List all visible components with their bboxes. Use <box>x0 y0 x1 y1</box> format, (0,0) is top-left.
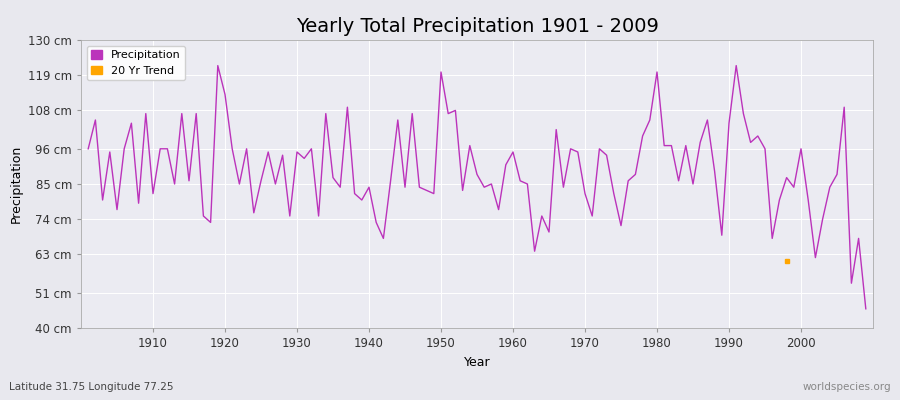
Precipitation <box>140 111 151 116</box>
Title: Yearly Total Precipitation 1901 - 2009: Yearly Total Precipitation 1901 - 2009 <box>295 17 659 36</box>
Legend: Precipitation, 20 Yr Trend: Precipitation, 20 Yr Trend <box>86 46 185 80</box>
Text: Latitude 31.75 Longitude 77.25: Latitude 31.75 Longitude 77.25 <box>9 382 174 392</box>
Y-axis label: Precipitation: Precipitation <box>9 145 22 223</box>
Precipitation <box>601 153 612 158</box>
Precipitation <box>83 146 94 151</box>
Precipitation <box>349 191 360 196</box>
Precipitation <box>306 146 317 151</box>
Line: Precipitation: Precipitation <box>88 66 866 309</box>
Precipitation <box>860 306 871 311</box>
Precipitation <box>515 178 526 183</box>
Precipitation <box>508 150 518 154</box>
Precipitation <box>212 63 223 68</box>
X-axis label: Year: Year <box>464 356 490 368</box>
Text: worldspecies.org: worldspecies.org <box>803 382 891 392</box>
